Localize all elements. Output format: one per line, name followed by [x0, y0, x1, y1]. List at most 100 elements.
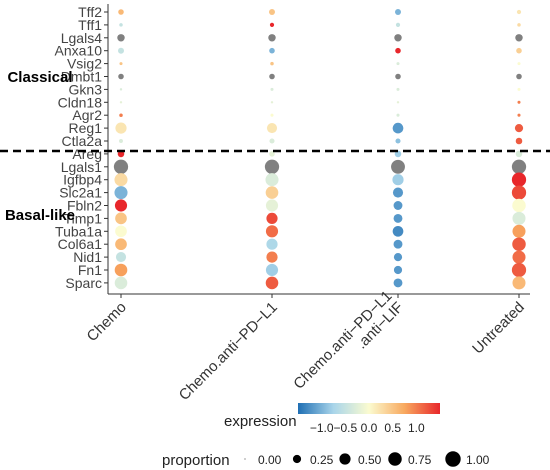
dot-areg-chemo-anti-pd-l1-anti-lif	[394, 150, 402, 158]
dot-ctla2a-chemo	[119, 139, 123, 143]
dot-vsig2-chemo-anti-pd-l1	[270, 61, 274, 66]
dot-gkn3-chemo	[119, 88, 123, 91]
dot-lgals4-chemo-anti-pd-l1	[268, 34, 276, 42]
gene-label-dmbt1: Dmbt1	[61, 69, 102, 85]
dot-fbln2-chemo-anti-pd-l1	[265, 199, 279, 212]
expression-tick-label: 1.0	[408, 421, 425, 435]
dot-agr2-chemo-anti-pd-l1-anti-lif	[396, 113, 400, 117]
dot-sparc-untreated	[512, 276, 526, 290]
dot-igfbp4-chemo-anti-pd-l1	[265, 173, 279, 187]
dot-fbln2-untreated	[512, 198, 526, 213]
expression-legend-title: expression	[224, 413, 297, 430]
dot-gkn3-chemo-anti-pd-l1	[270, 87, 274, 91]
dot-fn1-chemo	[114, 263, 128, 277]
plot-axes	[104, 4, 530, 298]
x-label-line: Chemo.anti−PD−L1	[176, 299, 281, 404]
proportion-legend-dot	[292, 454, 302, 464]
dot-fn1-untreated	[511, 262, 527, 278]
expression-legend: expression −1.0 −0.5 0.0 0.5 1.0	[224, 403, 440, 435]
dot-timp1-untreated	[512, 211, 526, 225]
gene-label-nid1: Nid1	[73, 249, 102, 265]
dot-tff2-chemo	[118, 9, 124, 15]
dot-cldn18-untreated	[517, 100, 521, 104]
dot-gkn3-untreated	[517, 87, 521, 91]
gene-label-slc2a1: Slc2a1	[59, 185, 102, 201]
x-label-line: Untreated	[469, 299, 528, 358]
dot-fbln2-chemo-anti-pd-l1-anti-lif	[393, 201, 403, 210]
proportion-legend-label: 0.75	[408, 453, 432, 467]
dot-slc2a1-untreated	[511, 185, 527, 200]
expression-tick-label: 0.5	[384, 421, 401, 435]
dot-ctla2a-chemo-anti-pd-l1-anti-lif	[395, 138, 401, 144]
gene-label-tuba1a: Tuba1a	[55, 223, 102, 239]
dot-sparc-chemo-anti-pd-l1-anti-lif	[393, 278, 403, 288]
gene-label-gkn3: Gkn3	[69, 81, 103, 97]
dot-tff2-chemo-anti-pd-l1-anti-lif	[395, 9, 401, 15]
gene-label-anxa10: Anxa10	[55, 43, 103, 59]
x-label-chemo-anti-pd-l1: Chemo.anti−PD−L1	[176, 299, 281, 404]
dot-ctla2a-untreated	[515, 137, 523, 145]
dot-fn1-chemo-anti-pd-l1	[265, 263, 279, 277]
x-axis-labels: Chemo Chemo.anti−PD−L1 Chemo.anti−PD−L1.an…	[84, 287, 528, 403]
dot-col6a1-chemo-anti-pd-l1-anti-lif	[393, 239, 403, 249]
dots	[113, 9, 527, 290]
dot-tff2-chemo-anti-pd-l1	[269, 9, 275, 15]
gene-label-ctla2a: Ctla2a	[62, 133, 103, 149]
proportion-legend-dot	[339, 453, 351, 465]
dot-tuba1a-chemo	[115, 225, 127, 238]
proportion-legend-label: 1.00	[466, 453, 490, 467]
dot-tff1-chemo	[119, 23, 123, 27]
gene-label-lgals1: Lgals1	[61, 159, 102, 175]
gene-label-igfbp4: Igfbp4	[63, 172, 102, 188]
dot-tff1-chemo-anti-pd-l1-anti-lif	[395, 22, 401, 28]
dot-col6a1-chemo-anti-pd-l1	[266, 238, 278, 250]
gene-label-lgals4: Lgals4	[61, 30, 102, 46]
dot-tff2-untreated	[516, 9, 522, 15]
dot-sparc-chemo	[114, 276, 128, 290]
proportion-legend-title: proportion	[162, 452, 230, 469]
dot-tff1-untreated	[517, 23, 521, 27]
group-label-basal-like: Basal-like	[5, 207, 75, 224]
dot-timp1-chemo	[115, 212, 127, 225]
expression-tick-label: −1.0	[310, 421, 334, 435]
gene-label-tff1: Tff1	[78, 17, 102, 33]
dot-lgals1-chemo	[113, 159, 129, 174]
dot-agr2-untreated	[517, 113, 521, 117]
dot-reg1-chemo	[115, 122, 127, 134]
dot-tuba1a-untreated	[512, 224, 526, 238]
dot-tuba1a-chemo-anti-pd-l1-anti-lif	[392, 225, 404, 237]
gene-label-reg1: Reg1	[69, 120, 103, 136]
gene-label-col6a1: Col6a1	[58, 236, 103, 252]
dot-areg-chemo	[117, 150, 125, 158]
dot-sparc-chemo-anti-pd-l1	[265, 276, 279, 290]
proportion-legend-dot	[244, 458, 246, 460]
dot-cldn18-chemo-anti-pd-l1	[270, 101, 274, 104]
dot-igfbp4-chemo-anti-pd-l1-anti-lif	[392, 174, 404, 186]
dot-lgals4-chemo	[117, 34, 125, 42]
proportion-legend-dot	[445, 451, 461, 467]
gene-labels: Tff2Tff1Lgals4Anxa10Vsig2Dmbt1Gkn3Cldn18…	[55, 4, 103, 291]
gene-label-cldn18: Cldn18	[58, 94, 103, 110]
gene-label-fn1: Fn1	[78, 262, 102, 278]
dot-cldn18-chemo	[119, 101, 123, 104]
gene-label-sparc: Sparc	[65, 275, 102, 291]
dot-col6a1-untreated	[512, 237, 526, 251]
dot-timp1-chemo-anti-pd-l1-anti-lif	[393, 213, 403, 223]
gene-label-agr2: Agr2	[72, 107, 102, 123]
dot-slc2a1-chemo-anti-pd-l1-anti-lif	[392, 187, 404, 198]
dot-dmbt1-chemo-anti-pd-l1	[269, 73, 275, 80]
gene-label-tff2: Tff2	[78, 4, 102, 20]
dot-gkn3-chemo-anti-pd-l1-anti-lif	[396, 87, 400, 91]
expression-tick-label: 0.0	[361, 421, 378, 435]
dot-lgals1-untreated	[511, 159, 527, 174]
dot-timp1-chemo-anti-pd-l1	[266, 212, 278, 224]
dot-nid1-chemo	[115, 252, 127, 263]
dot-agr2-chemo	[119, 113, 123, 117]
dot-areg-untreated	[515, 150, 523, 158]
dot-dmbt1-chemo	[118, 73, 124, 80]
dot-vsig2-untreated	[517, 62, 521, 66]
x-label-line: Chemo	[84, 299, 130, 345]
dot-igfbp4-untreated	[511, 172, 527, 187]
gene-label-fbln2: Fbln2	[67, 198, 102, 214]
gene-label-timp1: Timp1	[64, 210, 103, 226]
